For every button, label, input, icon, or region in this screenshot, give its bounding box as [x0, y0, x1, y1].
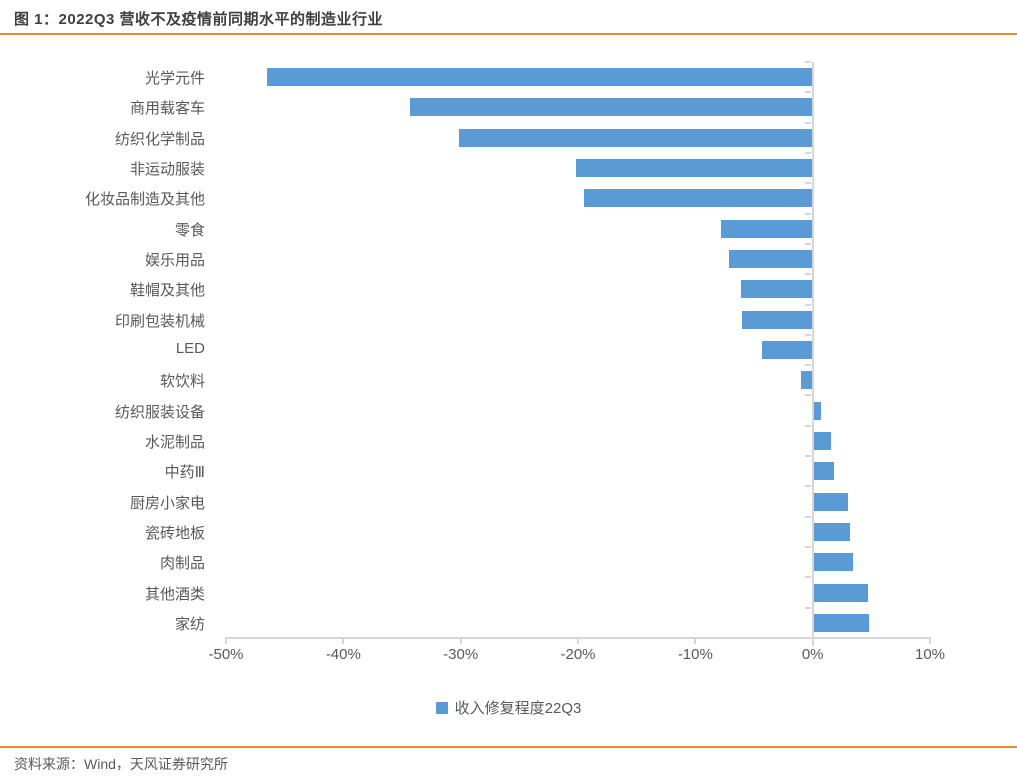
category-axis-tick: [804, 485, 811, 488]
category-axis-tick: [804, 515, 811, 518]
x-axis-tick: [929, 637, 931, 644]
bar: [812, 613, 869, 632]
bar: [812, 522, 851, 541]
bar: [459, 128, 813, 147]
x-axis-tick: [459, 637, 462, 644]
category-label: 非运动服装: [129, 161, 205, 179]
x-tick-label: 10%: [914, 646, 946, 663]
bar: [812, 401, 821, 420]
category-axis-tick: [804, 61, 811, 63]
category-label: 商用载客车: [129, 100, 205, 118]
legend-swatch: [435, 701, 448, 714]
bar: [583, 189, 813, 208]
category-label: 印刷包装机械: [114, 312, 205, 330]
category-label: 光学元件: [144, 70, 205, 88]
category-label: 肉制品: [159, 555, 205, 573]
bar: [762, 341, 813, 359]
bar: [721, 219, 813, 238]
x-axis-tick: [694, 637, 697, 644]
x-tick-label: -20%: [560, 646, 596, 663]
category-axis-tick: [804, 273, 811, 276]
bar: [742, 310, 813, 329]
category-label: 娱乐用品: [144, 252, 205, 270]
x-axis-tick: [811, 637, 814, 644]
bar: [741, 280, 813, 299]
bar: [729, 250, 813, 269]
category-label: 纺织化学制品: [114, 130, 205, 148]
chart-legend: 收入修复程度22Q3: [0, 697, 1017, 718]
category-axis-tick: [804, 546, 811, 549]
category-axis-tick: [804, 303, 811, 306]
category-label: 厨房小家电: [129, 494, 205, 512]
category-label: 软饮料: [159, 373, 205, 391]
category-label: 零食: [174, 221, 205, 239]
category-axis-tick: [804, 242, 811, 245]
category-axis-tick: [804, 637, 811, 639]
x-axis-tick: [577, 637, 579, 644]
bar: [410, 98, 813, 117]
category-axis-tick: [804, 151, 811, 154]
legend-label: 收入修复程度22Q3: [454, 700, 582, 717]
bar: [812, 462, 834, 481]
category-label: 其他酒类: [144, 585, 205, 603]
category-axis-tick: [804, 576, 811, 579]
category-axis-tick: [804, 394, 811, 397]
bar: [812, 583, 868, 602]
category-label: LED: [175, 340, 205, 357]
x-tick-label: 0%: [801, 646, 824, 663]
x-axis-tick: [225, 637, 227, 644]
category-axis-tick: [804, 212, 811, 215]
title-divider: [0, 33, 1017, 35]
bar: [267, 68, 813, 87]
category-axis-tick: [804, 364, 811, 367]
x-tick-label: -30%: [443, 646, 479, 663]
category-axis-tick: [804, 182, 811, 185]
category-label: 瓷砖地板: [144, 524, 205, 542]
source-note: 资料来源：Wind，天风证券研究所: [14, 756, 228, 772]
x-tick-label: -10%: [677, 646, 713, 663]
bar: [812, 492, 848, 511]
bar: [812, 431, 832, 450]
bar: [800, 371, 813, 390]
x-tick-label: -50%: [208, 646, 244, 663]
bar: [575, 159, 813, 178]
category-axis-tick: [804, 91, 811, 94]
category-axis-tick: [804, 455, 811, 458]
category-axis-tick: [804, 121, 811, 124]
category-axis-tick: [804, 424, 811, 427]
x-tick-label: -40%: [325, 646, 361, 663]
category-axis-tick: [804, 333, 811, 336]
category-label: 家纺: [174, 615, 205, 633]
category-label: 纺织服装设备: [114, 403, 205, 421]
category-axis-tick: [804, 606, 811, 609]
bar: [812, 553, 853, 572]
category-label: 鞋帽及其他: [129, 282, 205, 300]
x-axis-tick: [342, 637, 345, 644]
footer-divider: [0, 746, 1017, 748]
chart-title: 图 1：2022Q3 营收不及疫情前同期水平的制造业行业: [14, 11, 384, 28]
zero-axis-line: [811, 62, 814, 646]
category-label: 水泥制品: [144, 433, 205, 451]
category-label: 中药Ⅲ: [164, 464, 205, 482]
category-label: 化妆品制造及其他: [84, 191, 205, 209]
